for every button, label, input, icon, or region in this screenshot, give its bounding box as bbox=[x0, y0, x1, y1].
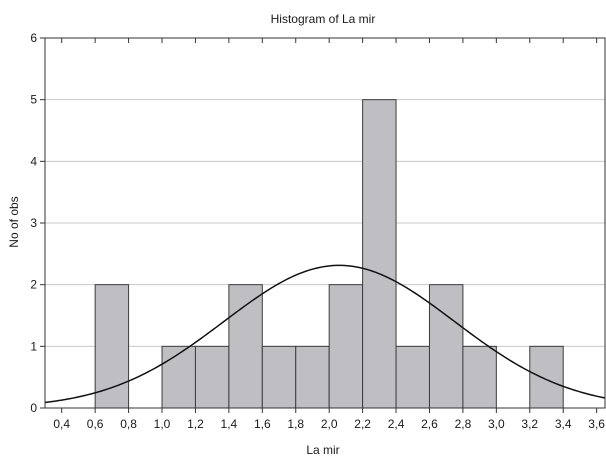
gridlines bbox=[45, 99, 605, 347]
y-tick-label: 3 bbox=[30, 216, 37, 230]
x-axis-ticks: 0,4 0,6 0,8 1,0 1,2 1,4 1,6 1,8 2,0 2,2 2,4 2,6 2,8 3… bbox=[53, 38, 605, 431]
histogram-bar bbox=[228, 284, 263, 409]
y-tick-label: 0 bbox=[30, 401, 37, 415]
x-tick-label: 1,4 bbox=[221, 417, 238, 431]
histogram-bar bbox=[395, 345, 430, 409]
normal-curve bbox=[44, 264, 606, 404]
histogram-bar bbox=[261, 345, 297, 409]
x-tick-label: 1,2 bbox=[187, 417, 204, 431]
x-tick-label: 2,0 bbox=[321, 417, 338, 431]
x-tick-label: 2,2 bbox=[354, 417, 371, 431]
x-tick-label: 2,4 bbox=[388, 417, 405, 431]
histogram-bar bbox=[194, 345, 230, 409]
histogram-bar bbox=[428, 284, 464, 409]
x-axis-title: La mir bbox=[306, 443, 339, 457]
chart-title: Histogram of La mir bbox=[271, 12, 376, 26]
histogram-bar bbox=[161, 345, 196, 409]
x-tick-label: 3,6 bbox=[588, 417, 605, 431]
y-axis-title: No of obs bbox=[7, 196, 21, 247]
x-tick-label: 1,8 bbox=[287, 417, 304, 431]
x-tick-label: 0,4 bbox=[53, 417, 70, 431]
histogram-bar bbox=[362, 99, 397, 409]
bars bbox=[94, 99, 564, 409]
y-axis-ticks: 0 1 2 3 4 5 6 bbox=[30, 31, 45, 415]
histogram-bar bbox=[94, 284, 130, 409]
x-tick-label: 3,4 bbox=[555, 417, 572, 431]
y-tick-label: 5 bbox=[30, 93, 37, 107]
y-tick-label: 6 bbox=[30, 31, 37, 45]
x-tick-label: 0,8 bbox=[120, 417, 137, 431]
x-tick-label: 2,8 bbox=[455, 417, 472, 431]
y-tick-label: 4 bbox=[30, 154, 37, 168]
x-tick-label: 1,6 bbox=[254, 417, 271, 431]
y-tick-label: 2 bbox=[30, 278, 37, 292]
histogram-bar bbox=[328, 284, 364, 409]
histogram-bar bbox=[529, 345, 564, 409]
histogram-bar bbox=[295, 345, 330, 409]
x-tick-label: 0,6 bbox=[87, 417, 104, 431]
x-tick-label: 1,0 bbox=[154, 417, 171, 431]
x-tick-label: 3,2 bbox=[521, 417, 538, 431]
x-tick-label: 3,0 bbox=[488, 417, 505, 431]
histogram-bar bbox=[462, 345, 497, 409]
y-tick-label: 1 bbox=[30, 339, 37, 353]
x-tick-label: 2,6 bbox=[421, 417, 438, 431]
